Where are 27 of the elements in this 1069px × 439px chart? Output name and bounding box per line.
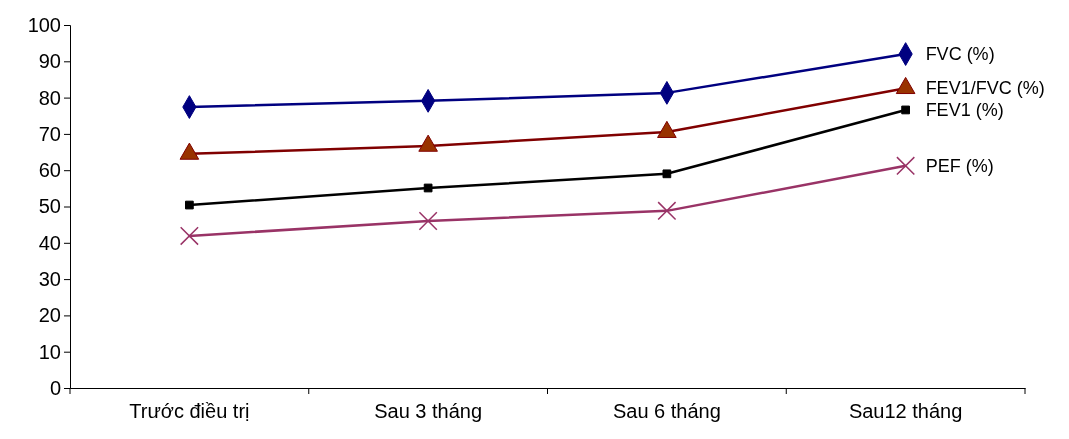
y-tick-label: 60 (38, 159, 61, 182)
y-tick-label: 0 (49, 376, 61, 399)
point (896, 156, 916, 176)
point (662, 169, 672, 179)
y-tick-label: 30 (38, 268, 61, 290)
point (179, 226, 199, 246)
y-tick-label: 100 (27, 13, 61, 36)
x-tick-label: Sau12 tháng (848, 400, 963, 422)
y-tick-label: 40 (38, 231, 61, 254)
point (418, 211, 438, 231)
point (657, 201, 677, 221)
x-tick-label: Sau 6 tháng (612, 400, 721, 422)
series-label: FVC (%) (925, 44, 995, 65)
x-tick-label: Sau 3 tháng (374, 400, 483, 422)
series-label: FEV1/FVC (%) (925, 78, 1045, 99)
series-label: FEV1 (%) (925, 100, 1004, 121)
y-tick-label: 70 (38, 122, 61, 145)
y-tick-label: 50 (38, 195, 61, 218)
point (901, 105, 910, 115)
y-tick-label: 90 (38, 50, 61, 73)
point (185, 200, 194, 210)
point (423, 183, 433, 193)
series-label: PEF (%) (925, 156, 994, 177)
x-tick-label: Trước điều trị (129, 400, 250, 422)
y-tick-label: 10 (38, 340, 61, 363)
y-tick-label: 80 (38, 86, 61, 109)
y-tick-label: 20 (38, 304, 61, 327)
